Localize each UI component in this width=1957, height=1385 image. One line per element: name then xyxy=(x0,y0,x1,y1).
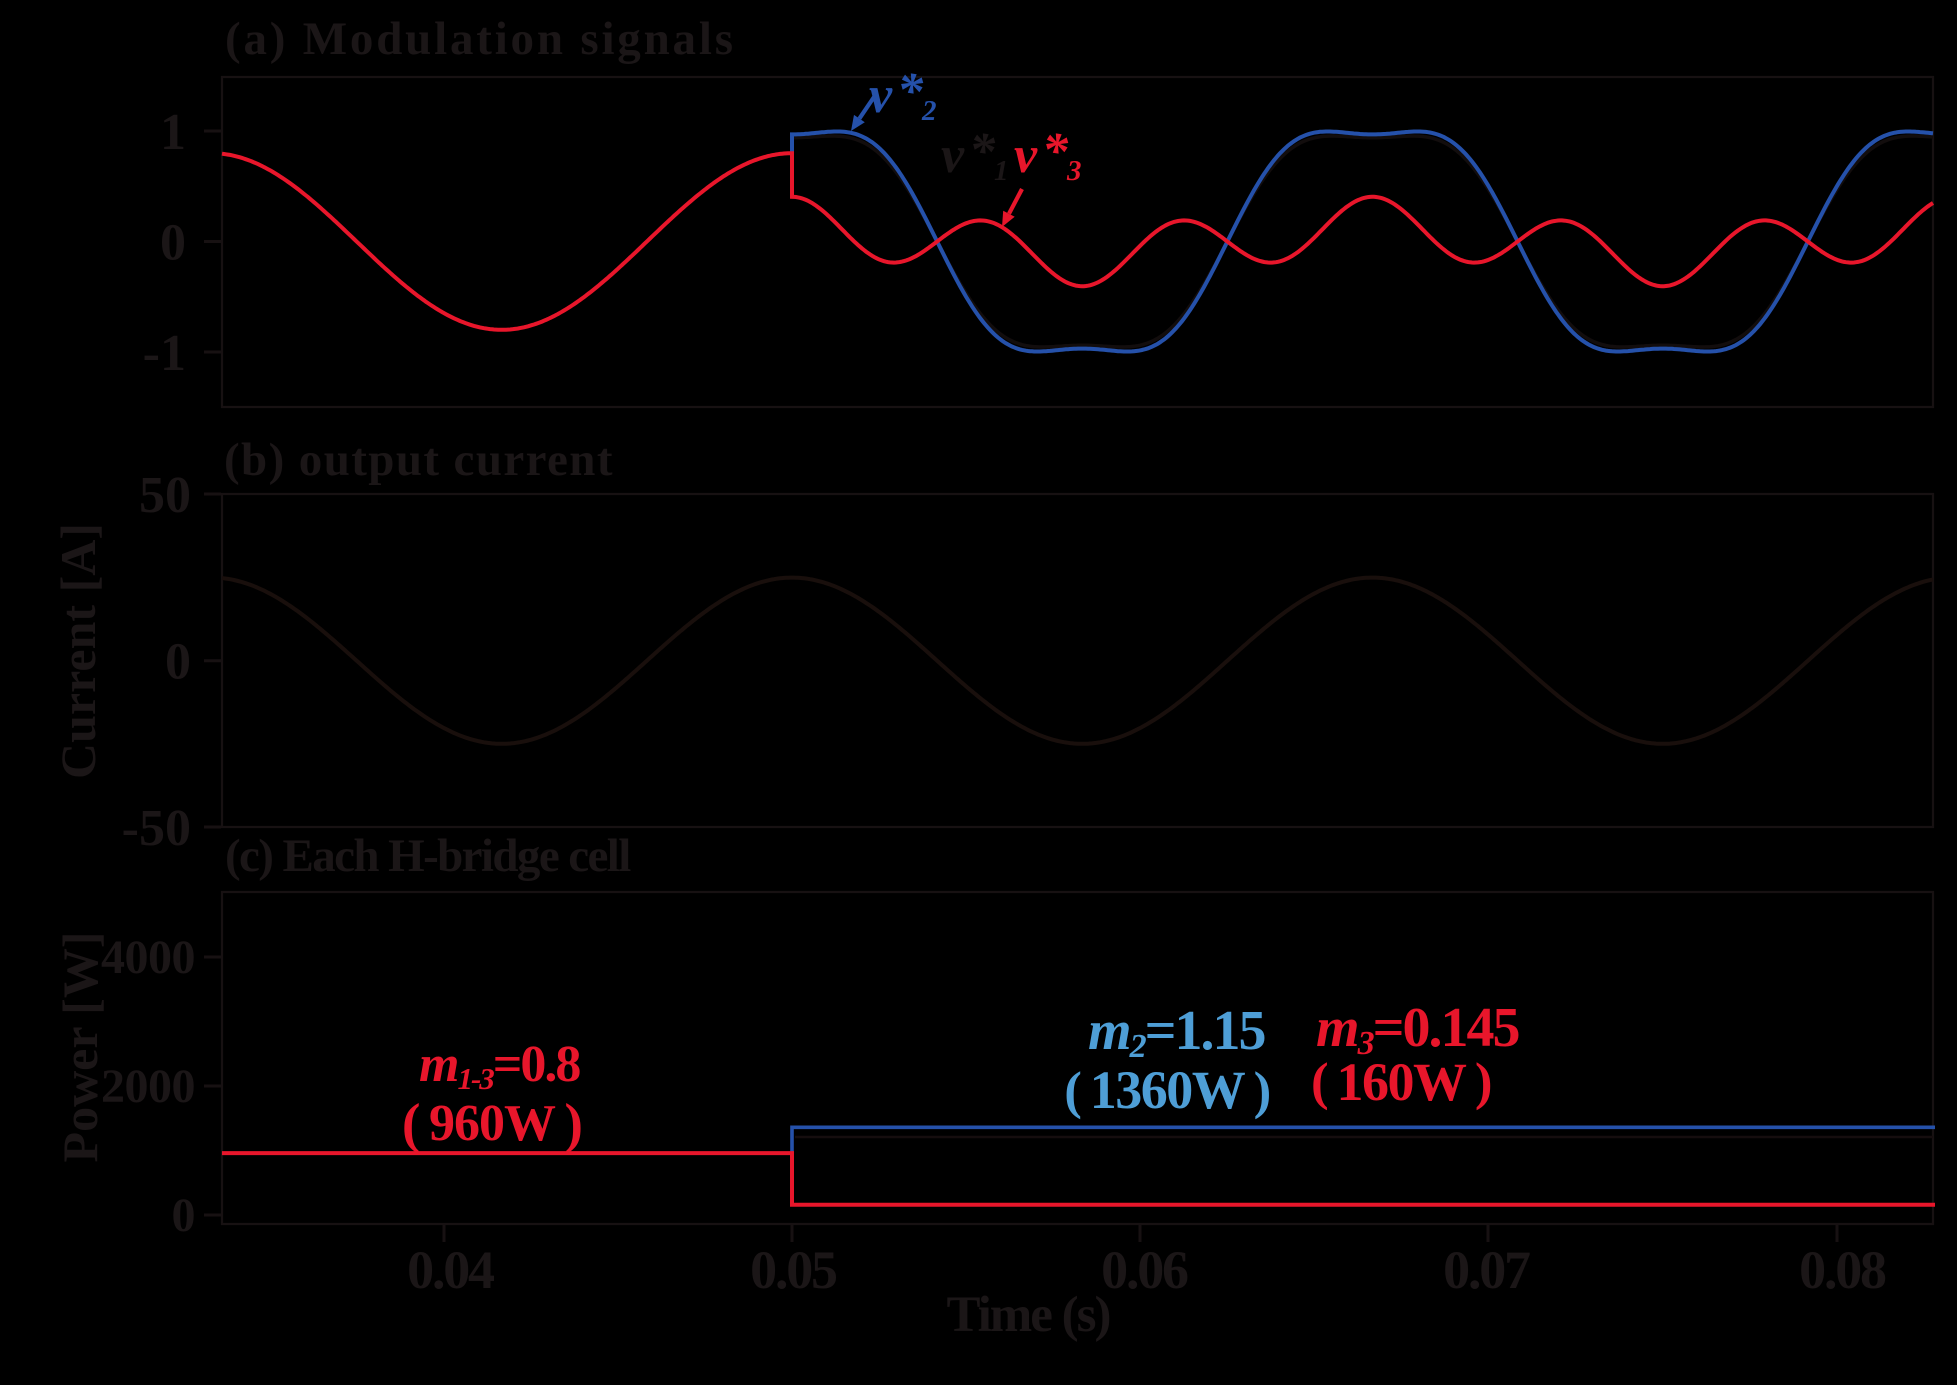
svg-text:Time (s): Time (s) xyxy=(947,1287,1110,1343)
svg-text:1: 1 xyxy=(160,104,186,161)
svg-text:0.06: 0.06 xyxy=(1101,1240,1188,1300)
svg-text:-50: -50 xyxy=(122,800,191,857)
svg-text:Power [W]: Power [W] xyxy=(52,932,108,1163)
svg-text:(a) Modulation signals: (a) Modulation signals xyxy=(225,13,736,65)
svg-text:v: v xyxy=(869,67,893,124)
svg-text:m1-3=0.8: m1-3=0.8 xyxy=(419,1036,580,1096)
svg-text:0.08: 0.08 xyxy=(1799,1240,1886,1300)
svg-text:( 160W ): ( 160W ) xyxy=(1311,1052,1491,1112)
svg-text:4000: 4000 xyxy=(101,931,195,984)
svg-text:v: v xyxy=(1014,127,1038,184)
svg-text:50: 50 xyxy=(139,467,191,524)
svg-text:v: v xyxy=(941,127,965,184)
svg-text:*: * xyxy=(897,63,924,120)
svg-text:3: 3 xyxy=(1066,155,1082,187)
svg-text:-1: -1 xyxy=(143,325,186,382)
svg-text:0.04: 0.04 xyxy=(407,1240,494,1300)
svg-text:2000: 2000 xyxy=(101,1060,195,1113)
svg-text:0.07: 0.07 xyxy=(1443,1240,1530,1300)
svg-text:(b) output current: (b) output current xyxy=(224,434,614,486)
svg-text:*: * xyxy=(1042,123,1069,180)
svg-text:( 960W ): ( 960W ) xyxy=(402,1093,582,1155)
svg-text:1: 1 xyxy=(994,155,1009,187)
svg-text:m2=1.15: m2=1.15 xyxy=(1088,1000,1264,1065)
svg-text:( 1360W ): ( 1360W ) xyxy=(1064,1060,1269,1120)
svg-text:m3=0.145: m3=0.145 xyxy=(1316,997,1518,1062)
svg-text:Current [A]: Current [A] xyxy=(50,523,106,779)
svg-text:0: 0 xyxy=(165,634,191,691)
svg-text:0: 0 xyxy=(172,1189,196,1242)
svg-text:(c) Each H-bridge cell: (c) Each H-bridge cell xyxy=(225,830,631,882)
svg-text:0: 0 xyxy=(160,215,186,272)
svg-text:*: * xyxy=(969,123,996,180)
svg-text:2: 2 xyxy=(921,95,937,127)
svg-text:0.05: 0.05 xyxy=(750,1240,837,1300)
